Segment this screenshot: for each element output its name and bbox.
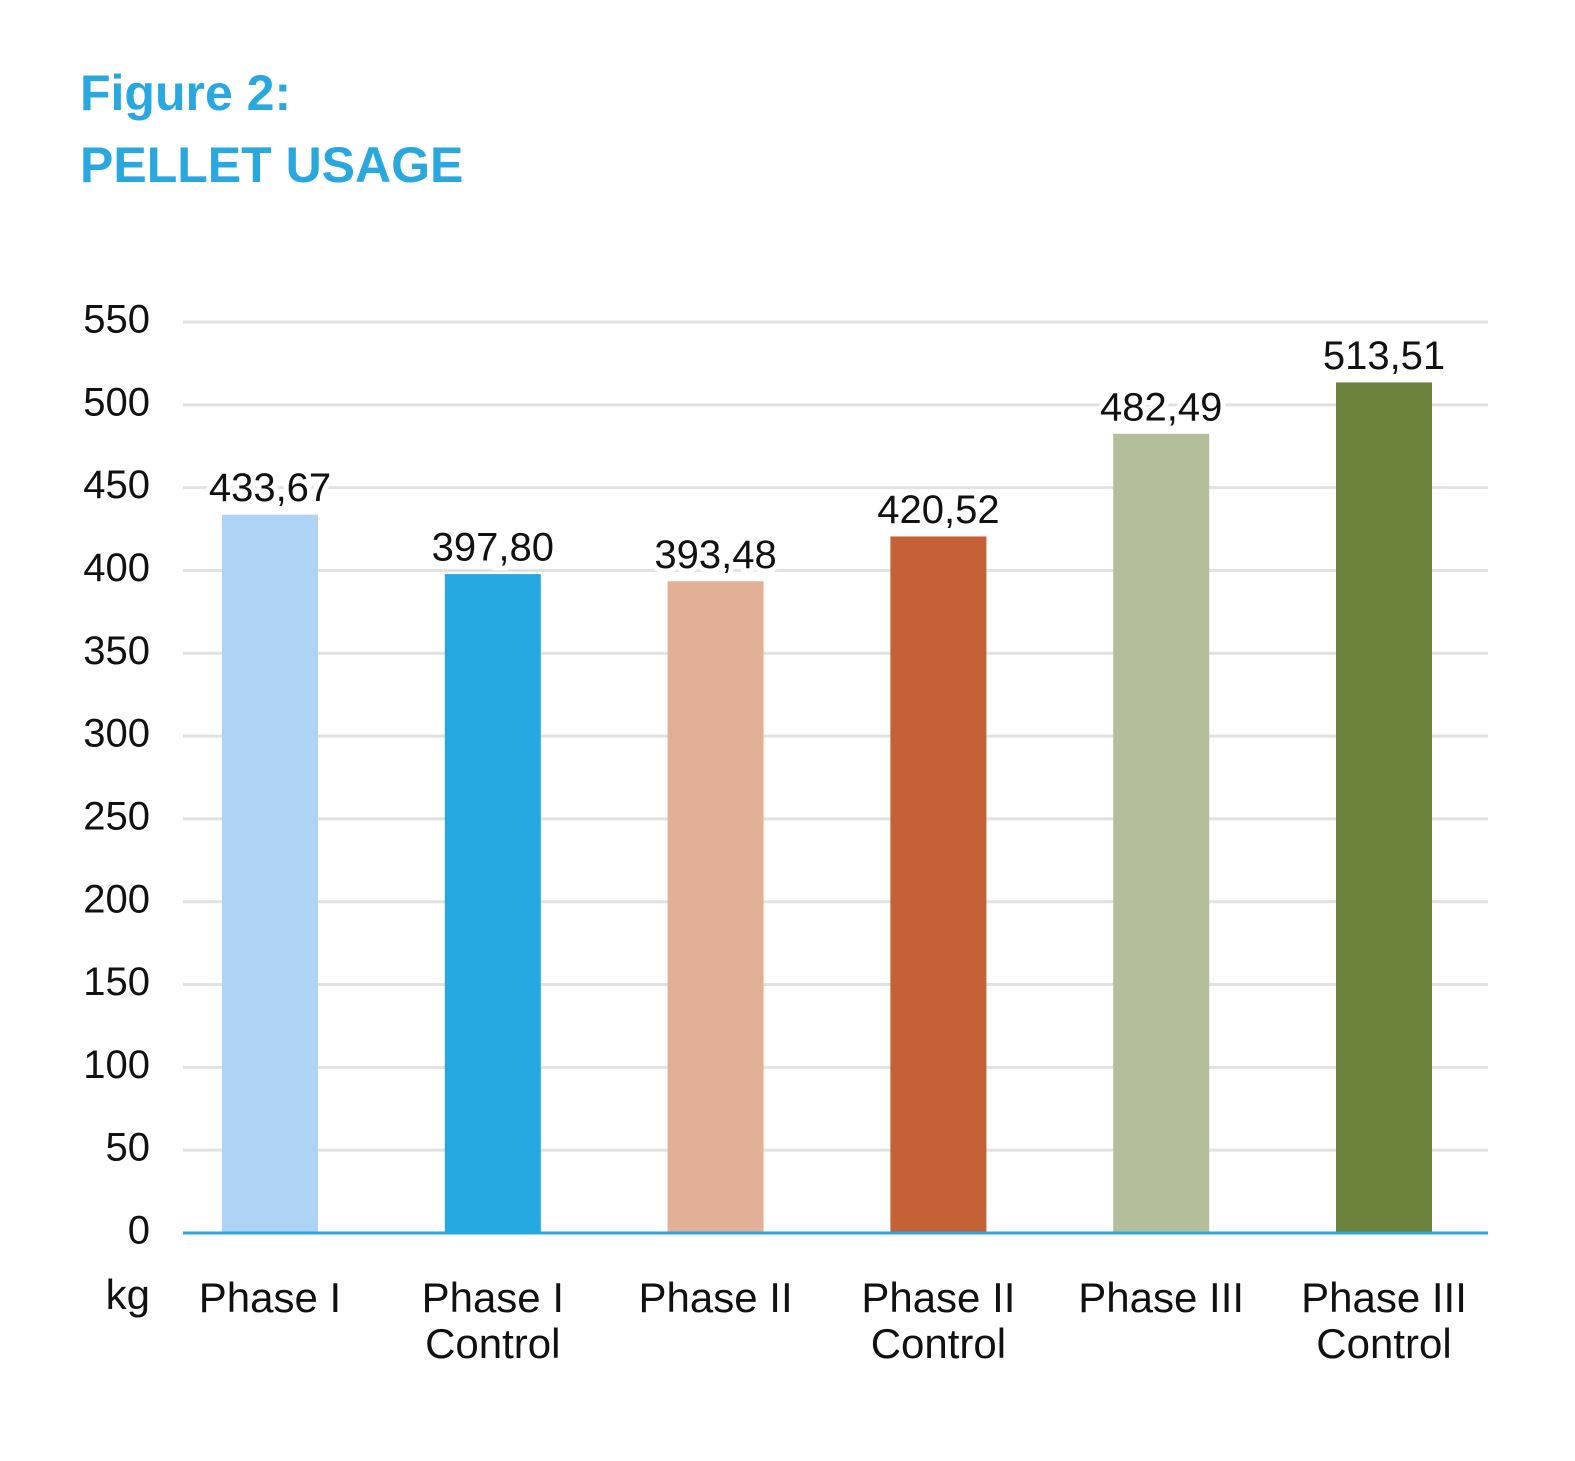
x-tick-label: Phase III bbox=[1078, 1274, 1245, 1321]
x-tick-label: Phase II Control bbox=[861, 1274, 1016, 1367]
y-tick-label: 0 bbox=[128, 1209, 150, 1253]
y-tick-label: 150 bbox=[83, 960, 150, 1004]
bar bbox=[1113, 433, 1210, 1233]
value-label: 420,52 bbox=[877, 488, 999, 532]
x-tick-label: Phase III Control bbox=[1301, 1274, 1467, 1367]
y-tick-label: 50 bbox=[106, 1126, 151, 1170]
chart-subtitle: PELLET USAGE bbox=[80, 137, 463, 193]
y-tick-label: 500 bbox=[83, 380, 150, 424]
value-label: 433,67 bbox=[209, 466, 331, 510]
y-tick-label: 450 bbox=[83, 463, 150, 507]
y-tick-label: 200 bbox=[83, 877, 150, 921]
bar bbox=[222, 514, 318, 1233]
x-tick-label: Phase I bbox=[198, 1274, 342, 1321]
x-tick-label: Phase I Control bbox=[421, 1274, 565, 1367]
y-tick-label: 100 bbox=[83, 1043, 150, 1087]
y-tick-label: 250 bbox=[83, 794, 150, 838]
y-tick-label: 400 bbox=[83, 546, 150, 590]
bar bbox=[890, 536, 987, 1233]
y-tick-label: 300 bbox=[83, 712, 150, 756]
value-label: 393,48 bbox=[654, 533, 776, 577]
value-label: 397,80 bbox=[432, 526, 554, 570]
bar bbox=[667, 581, 764, 1233]
y-axis-label: kg bbox=[106, 1271, 150, 1318]
y-tick-label: 550 bbox=[83, 298, 150, 342]
value-label: 482,49 bbox=[1100, 385, 1222, 429]
value-label: 513,51 bbox=[1323, 334, 1445, 378]
bar bbox=[444, 574, 541, 1233]
bar bbox=[1336, 382, 1432, 1234]
y-tick-label: 350 bbox=[83, 629, 150, 673]
chart-title: Figure 2: bbox=[80, 65, 291, 121]
x-tick-label: Phase II bbox=[638, 1274, 793, 1321]
